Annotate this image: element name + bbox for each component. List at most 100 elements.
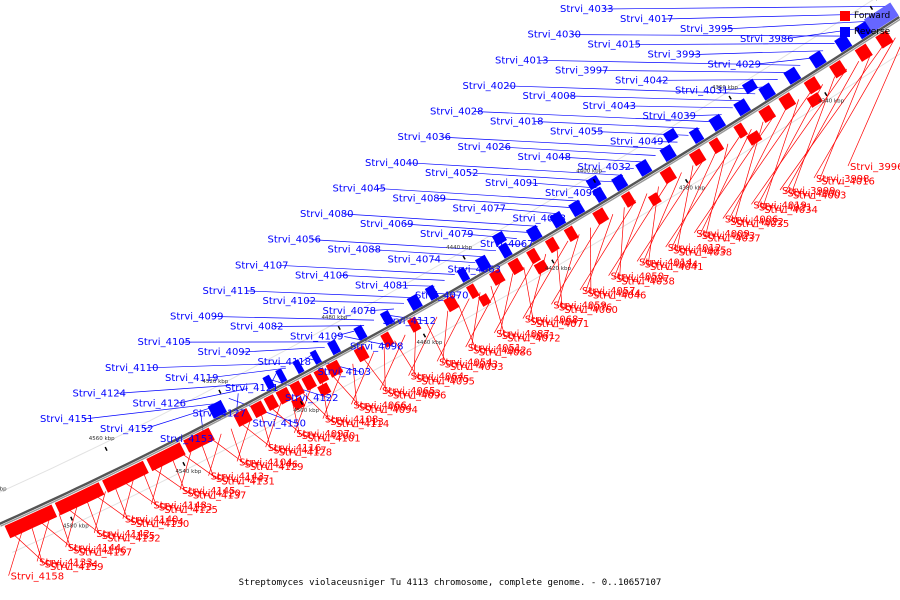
forward-gene-label[interactable]: Strvi_4024 xyxy=(645,260,699,271)
reverse-gene-label[interactable]: Strvi_4042 xyxy=(615,75,669,86)
reverse-gene-label[interactable]: Strvi_4032 xyxy=(578,162,632,173)
reverse-gene-label[interactable]: Strvi_4056 xyxy=(268,235,322,246)
forward-gene-label[interactable]: Strvi_4071 xyxy=(536,319,590,330)
forward-gene-label[interactable]: Strvi_4125 xyxy=(164,505,218,516)
forward-gene-label[interactable]: Strvi_4075 xyxy=(416,374,470,385)
forward-gene-label[interactable]: Strvi_4101 xyxy=(307,433,361,444)
forward-gene-label[interactable]: Strvi_4108 xyxy=(325,415,379,426)
forward-gene-label[interactable]: Strvi_4068 xyxy=(525,315,579,326)
reverse-feature[interactable] xyxy=(733,98,752,117)
reverse-gene-label[interactable]: Strvi_3993 xyxy=(648,50,702,61)
reverse-gene-label[interactable]: Strvi_4150 xyxy=(253,418,307,429)
forward-gene-label[interactable]: Strvi_4094 xyxy=(364,405,418,416)
forward-gene-label[interactable]: Strvi_4159 xyxy=(50,562,104,573)
forward-feature[interactable] xyxy=(249,400,268,419)
forward-gene-label[interactable]: Strvi_4046 xyxy=(593,291,647,302)
reverse-gene-label[interactable]: Strvi_4077 xyxy=(453,203,507,214)
forward-gene-label[interactable]: Strvi_4129 xyxy=(250,462,304,473)
forward-feature[interactable] xyxy=(806,92,823,108)
forward-feature[interactable] xyxy=(563,225,579,243)
reverse-gene-label[interactable]: Strvi_4030 xyxy=(528,30,582,41)
reverse-gene-label[interactable]: Strvi_4121 xyxy=(225,383,279,394)
reverse-feature[interactable] xyxy=(491,230,508,246)
reverse-gene-label[interactable]: Strvi_4098 xyxy=(350,342,404,353)
forward-gene-label[interactable]: Strvi_4143 xyxy=(211,472,265,483)
forward-feature[interactable] xyxy=(526,247,542,265)
forward-gene-label[interactable]: Strvi_4064 xyxy=(411,372,465,383)
forward-feature[interactable] xyxy=(183,427,215,453)
reverse-gene-label[interactable]: Strvi_4105 xyxy=(138,337,192,348)
reverse-feature[interactable] xyxy=(611,173,629,192)
reverse-feature[interactable] xyxy=(309,349,322,365)
reverse-gene-label[interactable]: Strvi_4070 xyxy=(415,290,469,301)
reverse-gene-label[interactable]: Strvi_4112 xyxy=(383,316,437,327)
reverse-gene-label[interactable]: Strvi_4013 xyxy=(495,55,549,66)
forward-feature[interactable] xyxy=(313,367,330,385)
forward-gene-label[interactable]: Strvi_4019 xyxy=(753,200,807,211)
forward-gene-label[interactable]: Strvi_3996 xyxy=(850,162,900,173)
reverse-feature[interactable] xyxy=(207,399,228,419)
forward-gene-label[interactable]: Strvi_4148 xyxy=(153,500,207,511)
reverse-gene-label[interactable]: Strvi_4089 xyxy=(393,193,447,204)
reverse-feature[interactable] xyxy=(741,78,759,95)
forward-gene-label[interactable]: Strvi_4114 xyxy=(336,419,390,430)
reverse-gene-label[interactable]: Strvi_4080 xyxy=(300,209,354,220)
reverse-feature[interactable] xyxy=(708,113,727,132)
forward-gene-label[interactable]: Strvi_4003 xyxy=(793,191,847,202)
forward-gene-label[interactable]: Strvi_4059 xyxy=(553,300,607,311)
reverse-gene-label[interactable]: Strvi_4082 xyxy=(230,322,284,333)
forward-gene-label[interactable]: Strvi_3999 xyxy=(782,186,836,197)
reverse-feature[interactable] xyxy=(406,293,423,312)
forward-feature[interactable] xyxy=(733,122,749,139)
forward-gene-label[interactable]: Strvi_4050 xyxy=(611,272,665,283)
forward-feature[interactable] xyxy=(758,104,777,124)
reverse-gene-label[interactable]: Strvi_4048 xyxy=(518,152,572,163)
reverse-feature[interactable] xyxy=(353,324,368,341)
forward-gene-label[interactable]: Strvi_4012 xyxy=(668,243,722,254)
forward-gene-label[interactable]: Strvi_4095 xyxy=(421,376,475,387)
reverse-feature[interactable] xyxy=(474,254,492,273)
forward-gene-label[interactable]: Strvi_4065 xyxy=(382,386,436,397)
reverse-gene-label[interactable]: Strvi_4033 xyxy=(560,4,614,15)
reverse-gene-label[interactable]: Strvi_4063 xyxy=(448,265,502,276)
reverse-gene-label[interactable]: Strvi_4092 xyxy=(198,347,252,358)
forward-feature[interactable] xyxy=(263,394,280,412)
forward-gene-label[interactable]: Strvi_4096 xyxy=(393,391,447,402)
reverse-gene-label[interactable]: Strvi_4106 xyxy=(295,270,349,281)
reverse-gene-label[interactable]: Strvi_4118 xyxy=(258,357,312,368)
forward-feature[interactable] xyxy=(803,76,822,95)
forward-gene-label[interactable]: Strvi_4062 xyxy=(473,345,527,356)
reverse-gene-label[interactable]: Strvi_4078 xyxy=(323,306,377,317)
forward-gene-label[interactable]: Strvi_4120 xyxy=(187,488,241,499)
forward-feature[interactable] xyxy=(488,268,506,286)
forward-gene-label[interactable]: Strvi_4038 xyxy=(679,248,733,259)
reverse-feature[interactable] xyxy=(292,359,305,375)
reverse-gene-label[interactable]: Strvi_4067 xyxy=(480,239,534,250)
forward-gene-label[interactable]: Strvi_4014 xyxy=(639,257,693,268)
forward-gene-label[interactable]: Strvi_4140 xyxy=(125,515,179,526)
reverse-feature[interactable] xyxy=(688,127,705,145)
reverse-feature[interactable] xyxy=(863,2,899,33)
forward-gene-label[interactable]: Strvi_4022 xyxy=(730,217,784,228)
forward-gene-label[interactable]: Strvi_4073 xyxy=(445,360,499,371)
forward-gene-label[interactable]: Strvi_4142 xyxy=(96,529,150,540)
reverse-gene-label[interactable]: Strvi_4110 xyxy=(105,363,159,374)
forward-gene-label[interactable]: Strvi_4117 xyxy=(273,445,327,456)
reverse-feature[interactable] xyxy=(275,368,288,384)
forward-gene-label[interactable]: Strvi_4154 xyxy=(130,517,184,528)
reverse-gene-label[interactable]: Strvi_4151 xyxy=(40,414,94,425)
forward-feature[interactable] xyxy=(4,504,58,539)
reverse-gene-label[interactable]: Strvi_4049 xyxy=(610,137,664,148)
forward-feature[interactable] xyxy=(507,257,525,276)
reverse-gene-label[interactable]: Strvi_4102 xyxy=(263,296,317,307)
forward-feature[interactable] xyxy=(54,482,105,516)
forward-feature[interactable] xyxy=(875,30,894,49)
reverse-feature[interactable] xyxy=(262,374,276,391)
forward-feature[interactable] xyxy=(301,373,318,391)
forward-gene-label[interactable]: Strvi_4145 xyxy=(182,486,236,497)
reverse-gene-label[interactable]: Strvi_4043 xyxy=(583,101,637,112)
reverse-gene-label[interactable]: Strvi_3986 xyxy=(740,34,794,45)
reverse-gene-label[interactable]: Strvi_4029 xyxy=(708,60,762,71)
forward-gene-label[interactable]: Strvi_4123 xyxy=(159,503,213,514)
forward-gene-label[interactable]: Strvi_4147 xyxy=(216,474,270,485)
